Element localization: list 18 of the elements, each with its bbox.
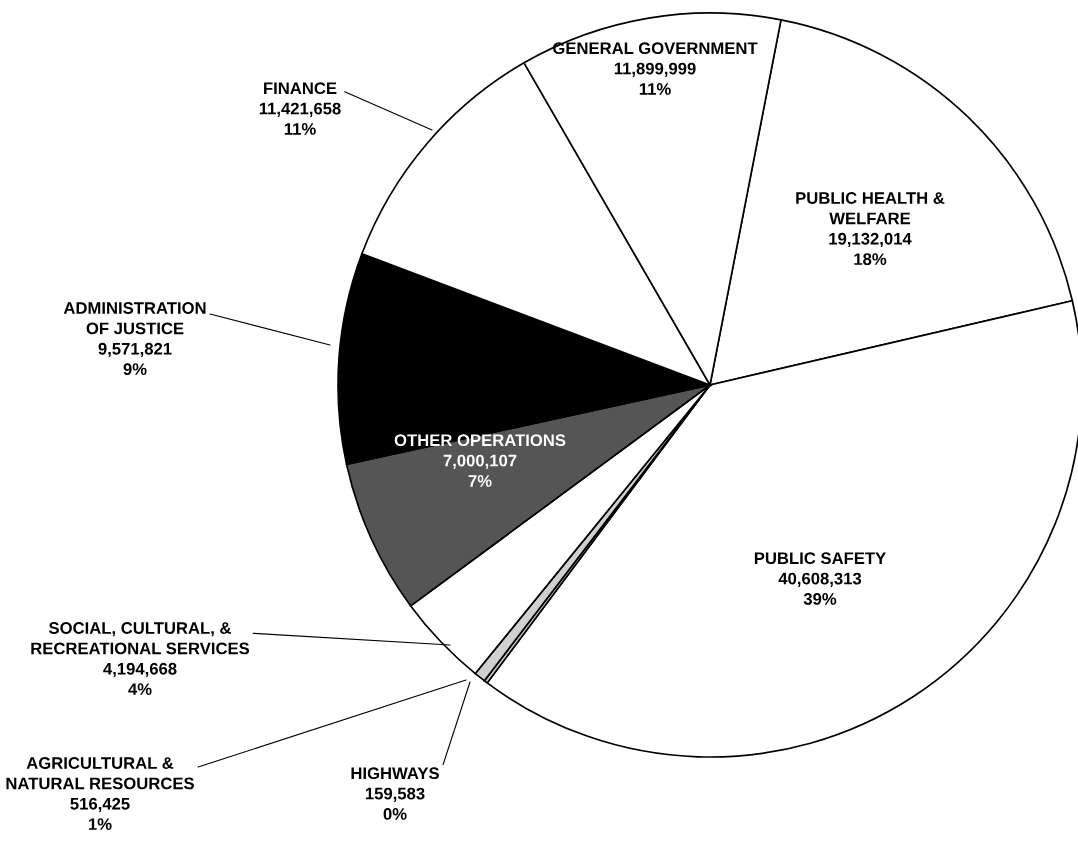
data-label: 516,425 1% xyxy=(70,797,130,830)
data-label: 19,132,014 18% xyxy=(829,232,912,266)
slice-label: PUBLIC SAFETY xyxy=(754,552,886,565)
slice-label: AGRICULTURAL & NATURAL RESOURCES xyxy=(6,757,194,790)
slice-label: HIGHWAYS xyxy=(351,767,439,780)
data-label: 40,608,313 39% xyxy=(778,572,862,605)
slice-label: GENERAL GOVERNMENT xyxy=(553,42,758,55)
slice-label: ADMINISTRATION OF JUSTICE xyxy=(63,302,206,335)
slice-label: PUBLIC HEALTH & WELFARE xyxy=(796,192,945,225)
data-label: 159,583 0% xyxy=(365,787,425,820)
slice-label: OTHER OPERATIONS xyxy=(394,434,566,447)
slice-label: FINANCE xyxy=(264,82,337,95)
data-label: 11,421,658 11% xyxy=(259,102,341,135)
data-label: 11,899,999 11% xyxy=(614,62,696,95)
data-label: 9,571,821 9% xyxy=(98,342,172,376)
slice-label: SOCIAL, CULTURAL, & RECREATIONAL SERVICES xyxy=(31,622,250,655)
data-label: 7,000,107 7% xyxy=(443,454,517,487)
data-label: 4,194,668 4% xyxy=(103,662,177,695)
